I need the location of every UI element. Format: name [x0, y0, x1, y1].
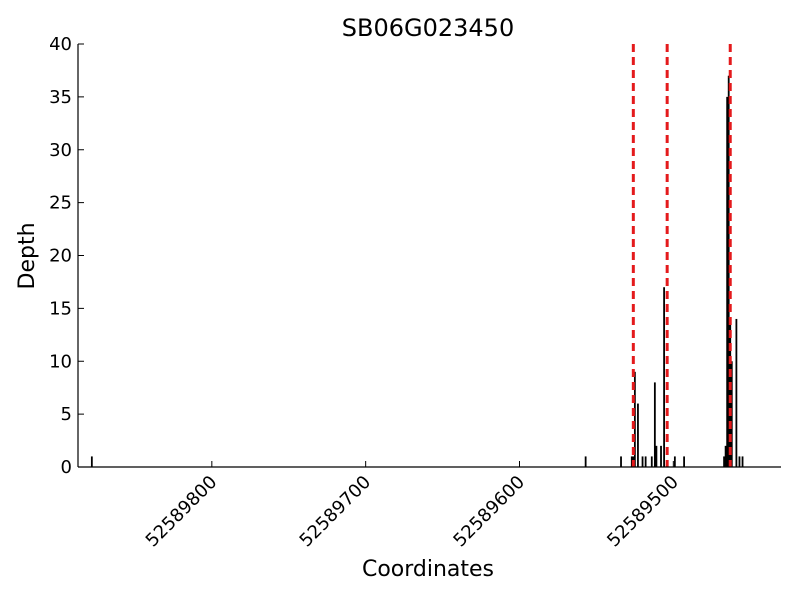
depth-bar [630, 456, 633, 467]
y-tick-label: 15 [49, 298, 72, 319]
x-tick-label: 52589500 [603, 472, 683, 552]
x-tick-label: 52589800 [142, 472, 222, 552]
y-tick-label: 20 [49, 246, 72, 267]
depth-bar [738, 456, 741, 467]
depth-bar [584, 456, 587, 467]
depth-bar [741, 456, 744, 467]
depth-bar [660, 445, 662, 467]
x-tick-label: 52589700 [296, 472, 376, 552]
depth-bar [726, 96, 729, 467]
bars-layer [90, 75, 744, 467]
marker-lines-layer [631, 44, 732, 467]
axes-layer [77, 44, 781, 468]
chart-title: SB06G023450 [342, 14, 514, 42]
depth-bar [724, 445, 727, 467]
depth-bar [673, 456, 676, 467]
y-tick-label: 5 [61, 404, 72, 425]
depth-bar [644, 456, 647, 467]
y-tick-label: 10 [49, 351, 72, 372]
depth-bar [620, 456, 622, 467]
y-tick-label: 30 [49, 140, 72, 161]
depth-bar [735, 318, 738, 467]
y-ticks: 0 5 10 15 20 25 30 35 40 [49, 34, 84, 478]
depth-bar [633, 371, 636, 467]
x-tick-label: 52589600 [449, 472, 529, 552]
depth-bar [641, 456, 644, 467]
depth-bar [683, 456, 685, 467]
y-tick-label: 35 [49, 87, 72, 108]
y-axis-title: Depth [15, 222, 40, 289]
depth-bar [650, 456, 653, 467]
x-axis-title: Coordinates [362, 557, 494, 582]
y-tick-label: 0 [61, 457, 72, 478]
depth-bar [663, 287, 665, 467]
y-tick-label: 40 [49, 34, 72, 55]
depth-bar [90, 456, 93, 467]
x-ticks: 52589800 52589700 52589600 52589500 [142, 461, 683, 551]
depth-bar [729, 318, 732, 467]
depth-bar [655, 445, 658, 467]
y-tick-label: 25 [49, 193, 72, 214]
depth-bar [723, 456, 725, 467]
depth-bar [727, 75, 730, 467]
depth-bar [730, 361, 733, 467]
depth-bar [653, 382, 656, 467]
depth-bar [637, 403, 639, 467]
